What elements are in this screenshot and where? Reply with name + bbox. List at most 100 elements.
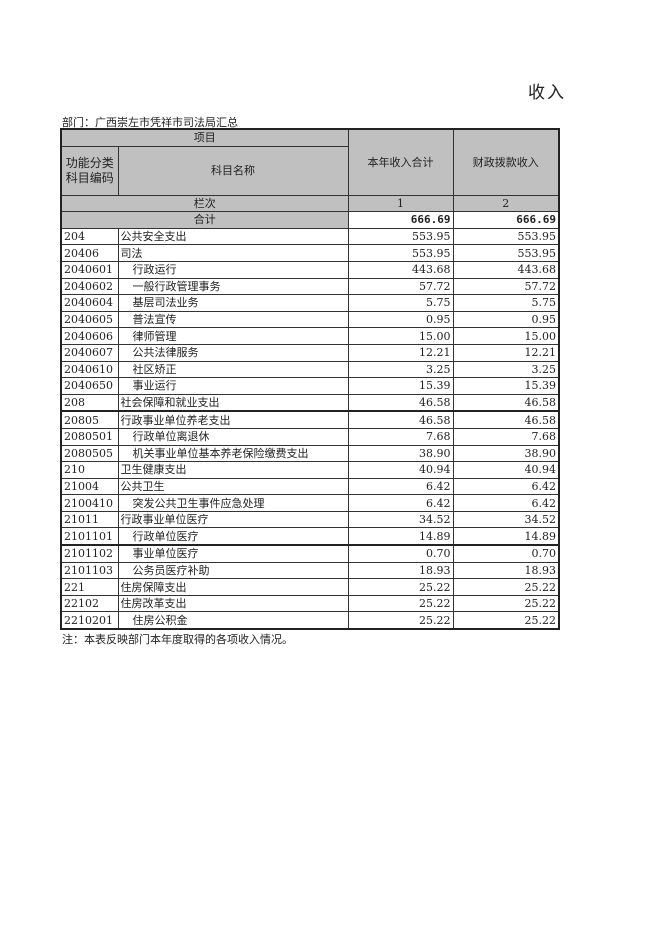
- col1-value: 40.94: [347, 461, 454, 479]
- name-cell: 司法: [117, 244, 349, 262]
- code-cell: 20805: [60, 410, 119, 429]
- name-cell: 一般行政管理事务: [117, 277, 349, 296]
- col1-value: 0.70: [347, 544, 454, 563]
- code-cell: 2101101: [60, 527, 119, 546]
- total-col2: 666.69: [452, 211, 560, 229]
- code-cell: 221: [60, 578, 119, 596]
- code-cell: 2040610: [60, 360, 119, 379]
- name-cell: 律师管理: [117, 327, 349, 345]
- code-cell: 2210201: [60, 611, 119, 630]
- income-table: 项目 本年收入合计 财政拨款收入 功能分类科目编码 科目名称 栏次 1 2 合计…: [60, 128, 560, 631]
- name-cell: 社会保障和就业支出: [117, 393, 349, 412]
- col2-value: 12.21: [452, 343, 560, 362]
- table-row: 210 卫生健康支出 40.94 40.94: [60, 461, 560, 479]
- column-no-label: 栏次: [60, 194, 349, 213]
- col2-value: 25.22: [452, 594, 560, 613]
- col2-value: 7.68: [452, 427, 560, 446]
- table-note: 注：本表反映部门本年度取得的各项收入情况。: [62, 633, 293, 646]
- name-cell: 公务员医疗补助: [117, 561, 349, 580]
- col1-value: 553.95: [347, 244, 454, 262]
- table-row: 2040601 行政运行 443.68 443.68: [60, 260, 560, 279]
- col2-value: 0.70: [452, 544, 560, 563]
- header-col2: 财政拨款收入: [452, 128, 560, 196]
- name-cell: 行政运行: [117, 260, 349, 279]
- table-row: 2080505 机关事业单位基本养老保险缴费支出 38.90 38.90: [60, 444, 560, 463]
- code-cell: 22102: [60, 594, 119, 613]
- code-cell: 21011: [60, 510, 119, 529]
- table-row: 20805 行政事业单位养老支出 46.58 46.58: [60, 410, 560, 429]
- code-cell: 2040602: [60, 277, 119, 296]
- name-cell: 住房保障支出: [117, 578, 349, 596]
- col1-value: 6.42: [347, 477, 454, 496]
- col2-value: 25.22: [452, 578, 560, 596]
- name-cell: 行政事业单位医疗: [117, 510, 349, 529]
- col2-value: 18.93: [452, 561, 560, 580]
- col2-value: 0.95: [452, 310, 560, 329]
- col2-value: 40.94: [452, 461, 560, 479]
- col1-value: 14.89: [347, 527, 454, 546]
- col2-no: 2: [452, 194, 560, 213]
- code-cell: 20406: [60, 244, 119, 262]
- table-row: 2101101 行政单位医疗 14.89 14.89: [60, 527, 560, 546]
- table-row: 2100410 突发公共卫生事件应急处理 6.42 6.42: [60, 494, 560, 512]
- col1-value: 0.95: [347, 310, 454, 329]
- total-col1: 666.69: [347, 211, 454, 229]
- table-row: 2080501 行政单位离退休 7.68 7.68: [60, 427, 560, 446]
- col1-no: 1: [347, 194, 454, 213]
- code-cell: 2101103: [60, 561, 119, 580]
- name-cell: 公共卫生: [117, 477, 349, 496]
- code-cell: 2040606: [60, 327, 119, 345]
- col1-value: 38.90: [347, 444, 454, 463]
- col2-value: 443.68: [452, 260, 560, 279]
- name-cell: 机关事业单位基本养老保险缴费支出: [117, 444, 349, 463]
- col2-value: 38.90: [452, 444, 560, 463]
- code-cell: 2040607: [60, 343, 119, 362]
- col2-value: 25.22: [452, 611, 560, 630]
- col2-value: 34.52: [452, 510, 560, 529]
- code-cell: 2101102: [60, 544, 119, 563]
- name-cell: 普法宣传: [117, 310, 349, 329]
- department-label: 部门：广西崇左市凭祥市司法局汇总: [62, 116, 238, 129]
- table-row: 2040610 社区矫正 3.25 3.25: [60, 360, 560, 379]
- col1-value: 34.52: [347, 510, 454, 529]
- table-row: 20406 司法 553.95 553.95: [60, 244, 560, 262]
- name-cell: 行政事业单位养老支出: [117, 410, 349, 429]
- code-cell: 204: [60, 227, 119, 246]
- total-label: 合计: [60, 211, 349, 229]
- code-cell: 2100410: [60, 494, 119, 512]
- page-title: 收入: [528, 83, 566, 103]
- col2-value: 46.58: [452, 393, 560, 412]
- table-row: 221 住房保障支出 25.22 25.22: [60, 578, 560, 596]
- name-cell: 住房改革支出: [117, 594, 349, 613]
- table-row: 2040604 基层司法业务 5.75 5.75: [60, 294, 560, 312]
- table-row: 2040605 普法宣传 0.95 0.95: [60, 310, 560, 329]
- name-cell: 住房公积金: [117, 611, 349, 630]
- table-row: 208 社会保障和就业支出 46.58 46.58: [60, 393, 560, 412]
- code-cell: 2040604: [60, 294, 119, 312]
- header-name: 科目名称: [117, 145, 349, 196]
- table-row: 2040602 一般行政管理事务 57.72 57.72: [60, 277, 560, 296]
- name-cell: 行政单位医疗: [117, 527, 349, 546]
- col2-value: 5.75: [452, 294, 560, 312]
- name-cell: 基层司法业务: [117, 294, 349, 312]
- table-row: 21004 公共卫生 6.42 6.42: [60, 477, 560, 496]
- col1-value: 18.93: [347, 561, 454, 580]
- col1-value: 25.22: [347, 594, 454, 613]
- col1-value: 15.39: [347, 377, 454, 395]
- name-cell: 社区矫正: [117, 360, 349, 379]
- table-row: 2101102 事业单位医疗 0.70 0.70: [60, 544, 560, 563]
- col2-value: 14.89: [452, 527, 560, 546]
- name-cell: 公共安全支出: [117, 227, 349, 246]
- table-row: 2040607 公共法律服务 12.21 12.21: [60, 343, 560, 362]
- code-cell: 208: [60, 393, 119, 412]
- name-cell: 行政单位离退休: [117, 427, 349, 446]
- col2-value: 553.95: [452, 227, 560, 246]
- col1-value: 25.22: [347, 611, 454, 630]
- name-cell: 突发公共卫生事件应急处理: [117, 494, 349, 512]
- col1-value: 7.68: [347, 427, 454, 446]
- col1-value: 6.42: [347, 494, 454, 512]
- table-row: 2040606 律师管理 15.00 15.00: [60, 327, 560, 345]
- header-item: 项目: [60, 128, 349, 147]
- col1-value: 443.68: [347, 260, 454, 279]
- name-cell: 公共法律服务: [117, 343, 349, 362]
